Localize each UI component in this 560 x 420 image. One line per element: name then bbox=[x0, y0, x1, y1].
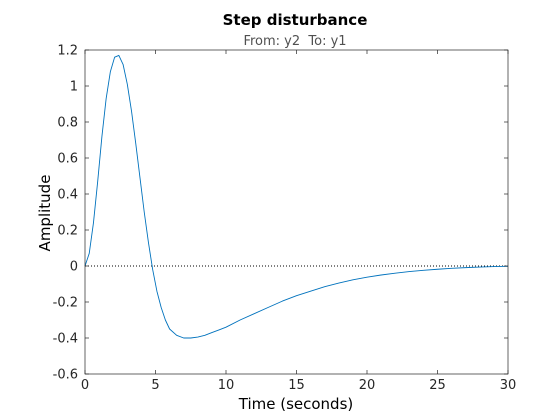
x-tick-label: 30 bbox=[500, 378, 517, 393]
chart-subtitle: From: y2 To: y1 bbox=[243, 34, 346, 49]
y-tick-label: 0.6 bbox=[57, 152, 78, 167]
plot-area: 0 5 10 15 20 25 30 -0.6 -0.4 -0.2 0 0.2 0.4 0.6 0.8 1 1… bbox=[53, 44, 517, 394]
y-axis-label: Amplitude bbox=[36, 175, 54, 252]
y-tick-label: 0.2 bbox=[57, 224, 78, 239]
chart-title: Step disturbance bbox=[223, 11, 368, 29]
y-tick-label: 0.8 bbox=[57, 116, 78, 131]
x-tick-label: 0 bbox=[81, 378, 89, 393]
y-axis: -0.6 -0.4 -0.2 0 0.2 0.4 0.6 0.8 1 1.2 bbox=[53, 44, 508, 383]
x-tick-label: 20 bbox=[359, 378, 376, 393]
x-axis: 0 5 10 15 20 25 30 bbox=[81, 50, 516, 393]
x-axis-label: Time (seconds) bbox=[238, 395, 354, 413]
x-tick-label: 25 bbox=[429, 378, 446, 393]
y-tick-label: 1.2 bbox=[57, 44, 78, 59]
y-tick-label: 0.4 bbox=[57, 188, 78, 203]
y-tick-label: -0.6 bbox=[53, 368, 78, 383]
series-layer bbox=[84, 54, 509, 339]
x-tick-label: 5 bbox=[151, 378, 159, 393]
y-tick-label: -0.2 bbox=[53, 296, 78, 311]
y-tick-label: 1 bbox=[70, 80, 78, 95]
x-tick-label: 10 bbox=[218, 378, 235, 393]
y-tick-label: -0.4 bbox=[53, 332, 78, 347]
y-tick-label: 0 bbox=[70, 260, 78, 275]
step-response-line bbox=[84, 54, 509, 339]
x-tick-label: 15 bbox=[288, 378, 305, 393]
